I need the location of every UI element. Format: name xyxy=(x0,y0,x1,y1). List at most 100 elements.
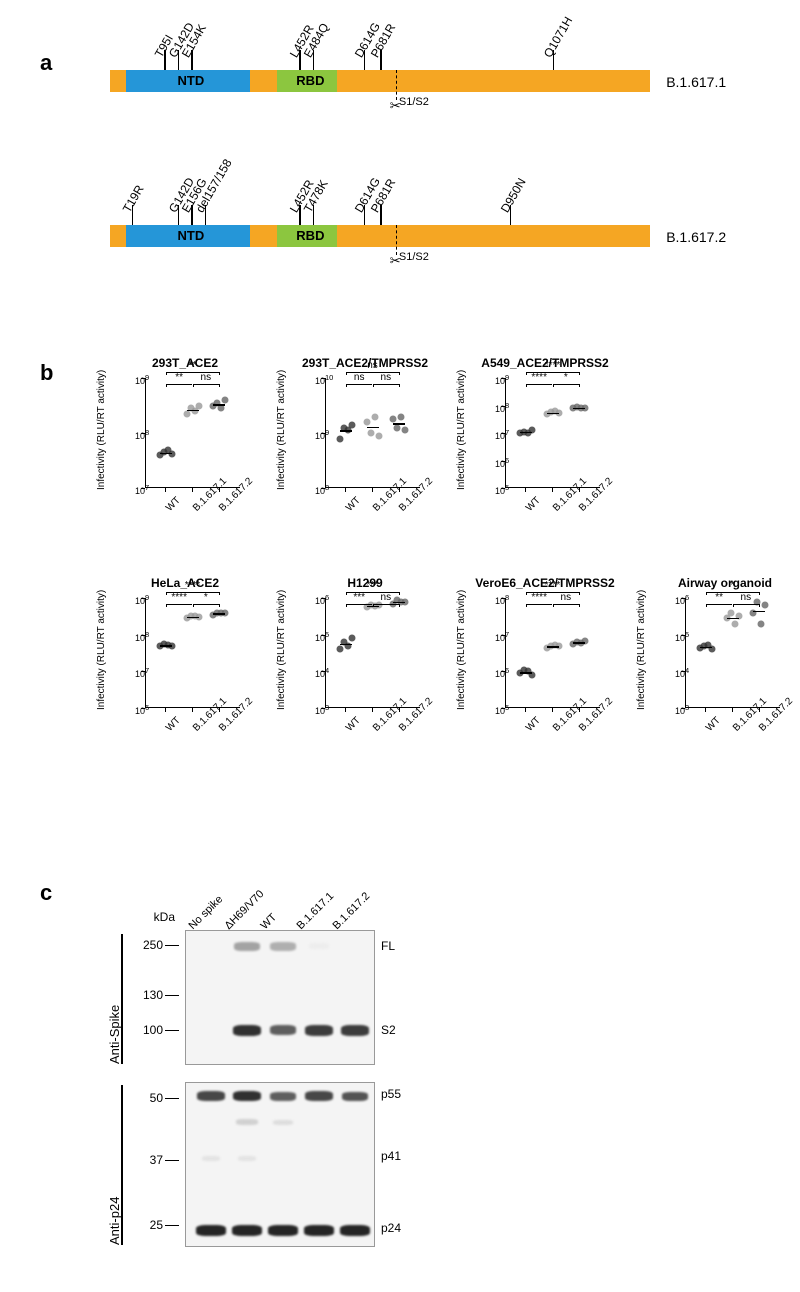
mean-bar xyxy=(700,647,712,649)
sig-tick xyxy=(166,604,167,607)
sig-tick xyxy=(579,604,580,607)
sig-label: **** xyxy=(169,592,189,603)
band xyxy=(197,1091,225,1101)
xtick-label: WT xyxy=(524,715,543,734)
band-name-label: FL xyxy=(381,939,395,953)
data-point xyxy=(367,430,374,437)
sig-label: ns xyxy=(376,372,396,383)
ntd-label: NTD xyxy=(178,228,205,243)
xtick-line xyxy=(579,708,580,712)
sig-tick xyxy=(759,592,760,595)
sig-line xyxy=(526,372,579,373)
mean-bar xyxy=(520,672,532,674)
band xyxy=(341,1025,369,1036)
sig-tick xyxy=(373,604,374,607)
sig-line xyxy=(346,372,399,373)
lane-label: B.1.617.1 xyxy=(295,890,337,932)
sig-label: ns xyxy=(196,372,216,383)
ytick-label: 109 xyxy=(315,428,324,441)
mw-label: 25 xyxy=(135,1218,163,1232)
sig-line xyxy=(706,592,759,593)
sig-line xyxy=(553,604,580,605)
plot-ylabel: Infectivity (RLU/RT activity) xyxy=(456,590,467,710)
protein-diagram: NTDRBDT19RG142DE156Gdel157/158L452RT478K… xyxy=(110,225,650,247)
band xyxy=(202,1156,220,1161)
sig-tick xyxy=(219,372,220,375)
mean-bar xyxy=(520,432,532,434)
sig-label: **** xyxy=(183,580,203,591)
rbd-label: RBD xyxy=(296,73,324,88)
sig-tick xyxy=(219,604,220,607)
sig-label: ns xyxy=(376,592,396,603)
ytick-label: 106 xyxy=(495,456,504,469)
mean-bar xyxy=(753,611,765,613)
sig-label: *** xyxy=(363,580,383,591)
antibody-brace xyxy=(121,1085,123,1245)
mean-bar xyxy=(547,646,559,648)
sig-line xyxy=(373,604,400,605)
sig-tick xyxy=(759,604,760,607)
ytick-label: 109 xyxy=(495,373,504,386)
sig-tick xyxy=(579,372,580,375)
data-point xyxy=(398,413,405,420)
band xyxy=(233,1025,261,1036)
band xyxy=(268,1225,298,1236)
sig-line xyxy=(346,592,399,593)
xtick-label: WT xyxy=(164,495,183,514)
ytick-label: 107 xyxy=(495,630,504,643)
sig-tick xyxy=(346,604,347,607)
sig-tick xyxy=(166,384,167,387)
sig-label: ns xyxy=(736,592,756,603)
sig-tick xyxy=(399,604,400,607)
ytick-label: 103 xyxy=(315,703,324,716)
xtick-line xyxy=(399,708,400,712)
xtick-line xyxy=(705,708,706,712)
sig-line xyxy=(553,384,580,385)
xtick-line xyxy=(372,488,373,492)
data-point xyxy=(336,435,343,442)
panel-c-blots: kDaNo spikeΔH69/V70WTB.1.617.1B.1.617.22… xyxy=(95,870,475,1270)
xtick-line xyxy=(759,708,760,712)
sig-tick xyxy=(346,592,347,595)
kda-label: kDa xyxy=(135,910,175,924)
xtick-line xyxy=(345,488,346,492)
ytick-label: 109 xyxy=(135,593,144,606)
plot-ylabel: Infectivity (RLU/RT activity) xyxy=(96,370,107,490)
band xyxy=(305,1025,333,1036)
data-point xyxy=(222,397,229,404)
sig-line xyxy=(193,604,220,605)
plot-ylabel: Infectivity (RLU/RT activity) xyxy=(276,590,287,710)
panel-label-a: a xyxy=(40,50,52,76)
mw-label: 130 xyxy=(135,988,163,1002)
band xyxy=(270,942,296,951)
xtick-label: WT xyxy=(704,715,723,734)
mean-bar xyxy=(187,617,199,619)
data-point xyxy=(348,635,355,642)
mw-label: 250 xyxy=(135,938,163,952)
infectivity-plot: HeLa_ACE2Infectivity (RLU/RT activity)10… xyxy=(100,580,250,740)
ytick-label: 105 xyxy=(315,630,324,643)
sig-line xyxy=(733,604,760,605)
sig-tick xyxy=(373,384,374,387)
sig-line xyxy=(526,604,553,605)
sig-label: * xyxy=(723,580,743,591)
mw-label: 50 xyxy=(135,1091,163,1105)
sig-line xyxy=(373,384,400,385)
sig-tick xyxy=(346,384,347,387)
figure-root: a b c NTDRBDT95IG142DE154KL452RE484QD614… xyxy=(0,0,800,1292)
ytick-label: 108 xyxy=(315,483,324,496)
ytick-label: 106 xyxy=(315,593,324,606)
sig-tick xyxy=(706,604,707,607)
sig-tick xyxy=(399,592,400,595)
plot-axes xyxy=(505,598,600,708)
antibody-label: Anti-p24 xyxy=(107,1197,122,1245)
sig-line xyxy=(526,384,553,385)
mean-bar xyxy=(187,410,199,412)
xtick-line xyxy=(552,488,553,492)
sig-tick xyxy=(193,604,194,607)
ytick-label: 106 xyxy=(135,703,144,716)
data-point xyxy=(348,421,355,428)
mw-label: 37 xyxy=(135,1153,163,1167)
ytick-label: 108 xyxy=(495,401,504,414)
mutation-label: T19R xyxy=(119,183,146,215)
